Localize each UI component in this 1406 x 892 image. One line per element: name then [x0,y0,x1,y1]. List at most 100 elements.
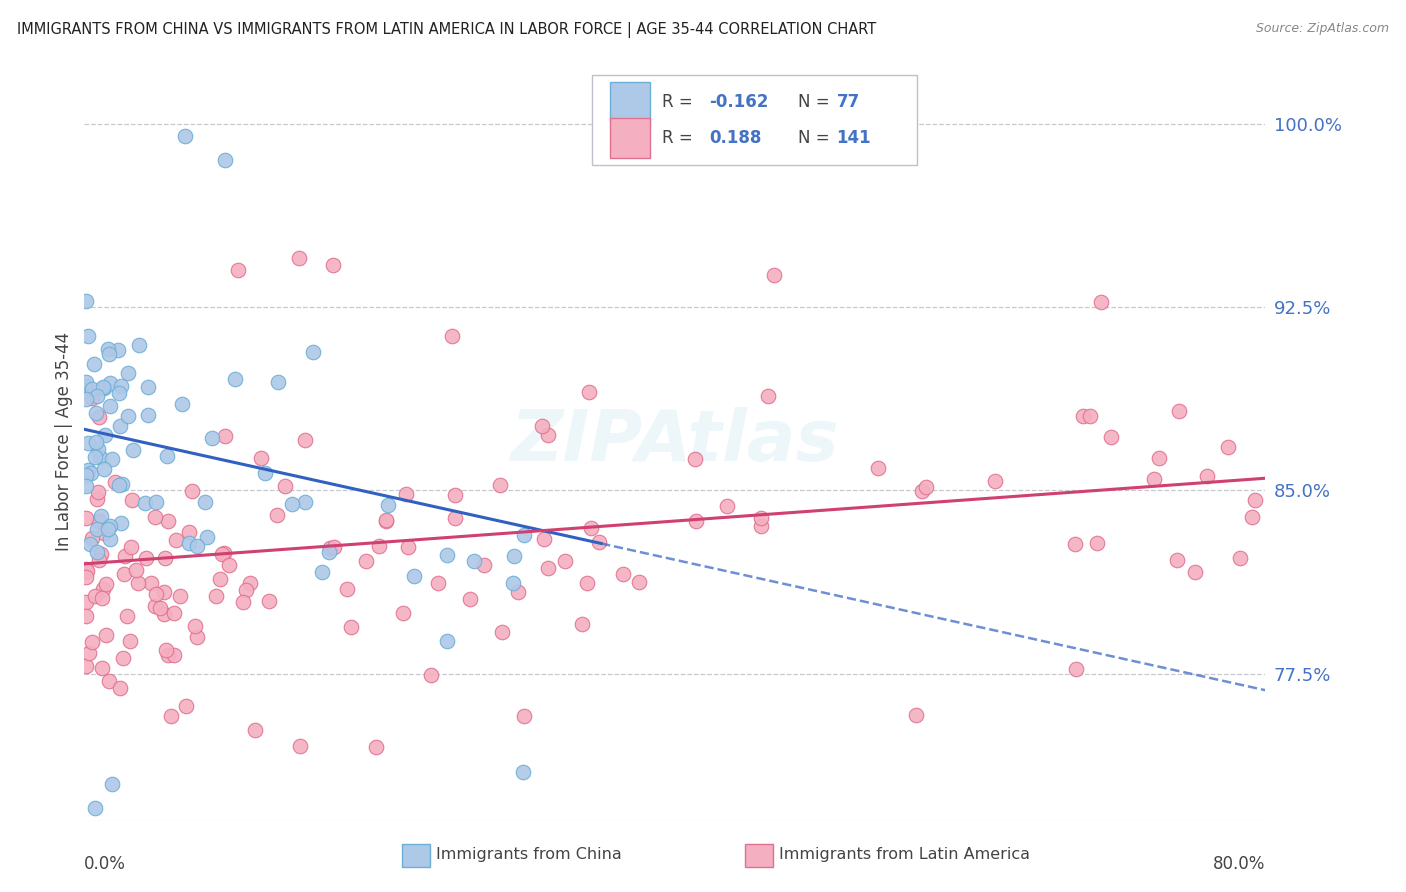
Point [120,634,142,648]
Point [84,450,107,465]
Text: -0.162: -0.162 [709,93,769,111]
Point [537,428,560,442]
Point [288,251,311,265]
Point [91,582,114,597]
Point [84,434,107,449]
Point [488,478,510,492]
Point [267,375,290,389]
Point [93,381,115,395]
Text: N =: N = [797,129,835,147]
Point [122,442,145,457]
Point [1099,430,1122,444]
Point [121,540,143,554]
Point [117,367,139,381]
Point [218,558,240,572]
FancyBboxPatch shape [610,119,650,158]
Point [756,389,779,403]
Point [179,524,201,539]
Point [502,576,524,591]
Point [436,549,458,563]
Y-axis label: In Labor Force | Age 35-44: In Labor Force | Age 35-44 [55,332,73,551]
Point [318,545,340,559]
Point [460,592,482,607]
Point [533,532,555,546]
Point [75,375,97,389]
Point [98,674,121,689]
Point [1184,565,1206,579]
Point [165,533,187,548]
Point [588,535,610,549]
Point [97,522,120,536]
Point [155,643,177,657]
Point [145,495,167,509]
Point [98,519,121,533]
Text: 141: 141 [837,129,872,147]
Point [311,566,333,580]
Point [77,329,100,343]
Point [155,551,177,566]
Point [180,483,202,498]
Point [214,545,236,559]
Point [628,575,651,590]
Point [226,263,249,277]
Point [80,466,103,480]
Point [110,516,132,530]
Point [513,709,536,723]
Point [87,514,110,528]
Text: 0.0%: 0.0% [84,855,127,872]
Point [90,661,112,675]
Point [762,268,785,283]
Point [75,659,97,673]
Point [110,379,132,393]
Point [108,478,131,492]
Point [86,491,108,506]
Point [440,329,463,343]
Point [86,389,108,403]
Point [232,595,254,609]
Point [104,475,127,490]
Point [243,723,266,738]
Point [716,499,738,513]
Point [143,510,166,524]
Point [281,498,304,512]
Point [1147,451,1170,466]
Point [139,575,162,590]
Point [145,586,167,600]
Point [128,338,150,352]
Point [97,342,120,356]
Point [125,563,148,577]
Point [108,419,131,434]
Point [1090,294,1112,309]
Point [374,513,396,527]
Point [322,540,344,554]
Point [536,561,558,575]
Point [86,522,108,536]
Point [80,391,103,405]
Point [294,495,316,509]
Point [186,630,208,644]
Point [93,526,115,541]
Point [290,739,312,753]
Point [111,477,134,491]
Point [322,259,344,273]
Point [152,585,174,599]
Point [75,294,97,309]
Point [503,549,526,563]
Point [75,562,97,576]
Point [579,521,602,535]
Point [100,532,122,546]
Point [253,467,276,481]
Point [274,478,297,492]
Point [87,484,110,499]
Point [463,554,485,568]
Point [224,372,246,386]
Point [75,379,97,393]
Text: N =: N = [797,93,835,111]
Point [156,514,179,528]
Point [90,547,112,561]
FancyBboxPatch shape [610,82,650,122]
Point [87,409,110,424]
Point [134,496,156,510]
Point [1168,403,1191,417]
Point [93,379,115,393]
